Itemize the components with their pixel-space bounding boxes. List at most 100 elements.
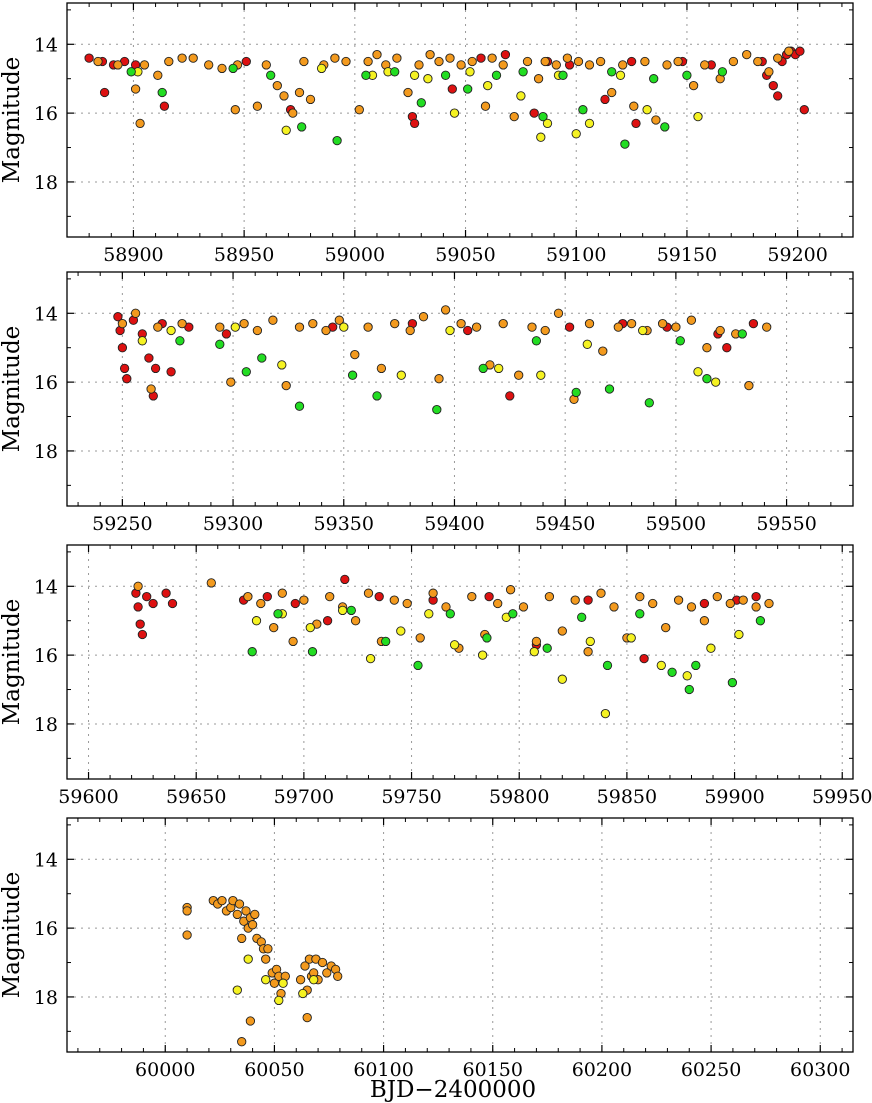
data-point-orange	[241, 906, 251, 916]
data-point-red	[159, 101, 170, 111]
data-point-yellow	[396, 626, 406, 636]
data-point-orange	[498, 318, 508, 329]
x-tick-label: 59050	[435, 244, 495, 266]
data-point-orange	[661, 622, 671, 633]
data-point-orange	[657, 318, 668, 329]
data-point-orange	[350, 616, 361, 626]
data-point-green	[667, 667, 677, 677]
data-point-orange	[456, 60, 466, 70]
data-point-red	[751, 591, 761, 602]
data-point-orange	[261, 954, 271, 964]
y-tick-label: 16	[34, 918, 58, 940]
data-point-orange	[596, 588, 606, 598]
data-point-green	[241, 367, 251, 377]
data-point-orange	[487, 53, 497, 63]
data-point-orange	[341, 56, 351, 67]
data-point-orange	[753, 56, 763, 67]
data-point-orange	[751, 602, 761, 612]
data-point-orange	[268, 315, 278, 325]
data-point-yellow	[339, 322, 349, 332]
data-point-orange	[744, 380, 754, 391]
data-point-green	[571, 387, 581, 398]
data-point-yellow	[243, 954, 253, 964]
data-point-orange	[405, 325, 415, 336]
data-point-red	[463, 325, 473, 336]
data-point-orange	[553, 308, 564, 318]
data-point-yellow	[281, 125, 291, 135]
data-point-orange	[389, 595, 399, 605]
data-point-red	[773, 91, 783, 101]
data-point-yellow	[423, 74, 433, 84]
data-point-green	[445, 609, 455, 619]
data-point-orange	[607, 87, 617, 98]
data-point-green	[635, 609, 645, 619]
data-point-orange	[471, 322, 482, 332]
y-tick-label: 14	[34, 576, 58, 598]
data-point-red	[795, 46, 805, 56]
data-point-green	[644, 398, 654, 408]
data-point-yellow	[584, 118, 595, 129]
data-point-orange	[135, 118, 145, 129]
data-point-orange	[764, 598, 774, 609]
data-point-orange	[522, 56, 533, 67]
data-point-yellow	[536, 370, 546, 380]
data-point-red	[142, 591, 152, 602]
data-point-orange	[456, 318, 466, 329]
data-point-red	[113, 312, 123, 322]
y-tick-label: 14	[34, 849, 58, 871]
data-point-red	[722, 343, 732, 353]
data-point-orange	[498, 60, 508, 70]
data-point-orange	[662, 60, 672, 70]
data-point-orange	[702, 343, 712, 353]
data-point-orange	[164, 56, 174, 67]
data-point-yellow	[298, 988, 308, 999]
data-point-orange	[493, 598, 503, 609]
data-point-orange	[762, 322, 772, 332]
data-point-green	[518, 67, 528, 77]
data-point-yellow	[516, 91, 526, 101]
data-point-orange	[281, 380, 291, 391]
data-point-orange	[773, 53, 783, 63]
data-point-red	[137, 629, 148, 640]
x-tick-label: 60100	[353, 1059, 413, 1081]
data-point-orange	[321, 325, 331, 336]
data-point-orange	[288, 636, 298, 647]
data-point-yellow	[536, 132, 546, 142]
data-point-red	[99, 87, 110, 98]
data-point-green	[684, 684, 694, 695]
data-point-orange	[509, 111, 519, 122]
plot-frame	[66, 544, 854, 780]
data-point-red	[505, 391, 515, 401]
y-tick-label: 16	[34, 372, 58, 394]
data-point-orange	[700, 60, 710, 70]
data-point-red	[631, 118, 641, 129]
data-point-green	[307, 647, 318, 657]
data-point-green	[675, 336, 685, 346]
data-point-orange	[299, 56, 309, 67]
data-point-orange	[217, 63, 227, 74]
data-point-orange	[671, 322, 681, 332]
data-point-green	[482, 633, 492, 643]
data-point-orange	[467, 591, 477, 602]
y-axis-label: Magnitude	[0, 57, 25, 184]
data-point-orange	[153, 70, 163, 80]
data-point-red	[148, 598, 158, 609]
data-point-yellow	[542, 118, 553, 129]
y-axis-label: Magnitude	[0, 599, 25, 726]
data-point-orange	[272, 80, 282, 91]
data-point-green	[491, 70, 502, 80]
data-point-green	[432, 404, 442, 415]
x-tick-label: 59300	[203, 513, 263, 535]
data-point-orange	[279, 91, 289, 101]
data-point-orange	[551, 60, 561, 70]
x-tick-label: 59400	[424, 513, 484, 535]
data-point-red	[167, 598, 178, 609]
data-point-yellow	[274, 995, 284, 1006]
data-point-orange	[177, 318, 187, 329]
data-point-orange	[300, 961, 310, 971]
data-point-orange	[584, 318, 595, 329]
data-point-red	[639, 653, 649, 664]
data-point-orange	[350, 349, 360, 360]
data-point-green	[390, 67, 400, 77]
data-point-orange	[146, 384, 156, 394]
